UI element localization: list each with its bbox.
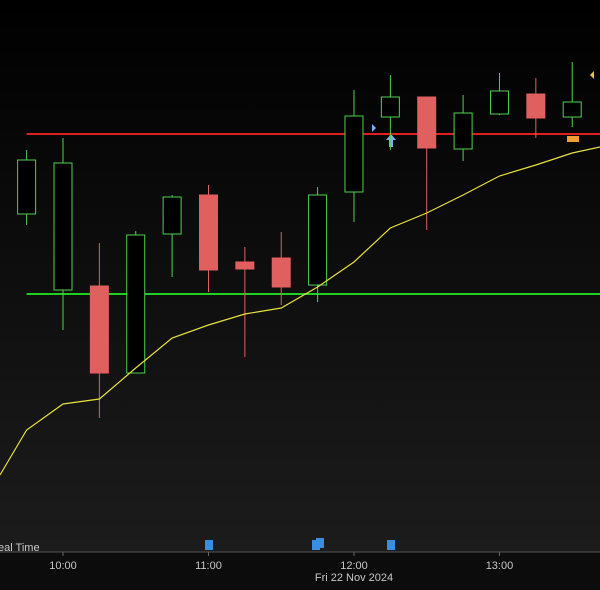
annotation: eal Time [0, 542, 40, 554]
candle-body [417, 96, 437, 149]
candle-body [235, 261, 255, 270]
arrow-icon [386, 134, 396, 147]
doc-icon [387, 540, 395, 550]
candle-body [198, 194, 218, 271]
candle-body [162, 196, 182, 235]
date-label: Fri 22 Nov 2024 [315, 572, 393, 584]
moving-average [0, 146, 600, 476]
marker [590, 71, 594, 79]
x-tick-label: 11:00 [195, 560, 222, 572]
candle-body [308, 194, 328, 286]
candle-body [453, 112, 473, 150]
candle-body [53, 162, 73, 291]
candle-body [126, 234, 146, 374]
candle-body [562, 101, 582, 118]
marker [567, 136, 579, 142]
candle-body [89, 285, 109, 374]
marker [372, 124, 376, 132]
x-tick-label: 13:00 [486, 560, 514, 572]
plot-background [0, 0, 600, 552]
candle-body [271, 257, 291, 288]
doc-icon [205, 540, 213, 550]
candle-body [380, 96, 400, 118]
candle-body [17, 159, 37, 215]
x-tick-label: 10:00 [49, 560, 77, 572]
x-tick-label: 12:00 [340, 560, 368, 572]
candle-body [526, 93, 546, 119]
markers [205, 71, 594, 550]
axis-background [0, 552, 600, 590]
candle-body [344, 115, 364, 193]
doc-icon [316, 538, 324, 548]
candle-body [489, 90, 509, 115]
